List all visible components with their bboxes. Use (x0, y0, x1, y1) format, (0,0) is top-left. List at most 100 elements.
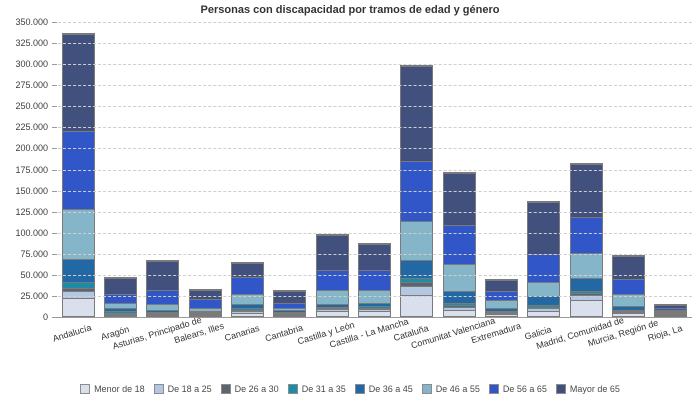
bar-segment (274, 312, 306, 313)
bar-segment (189, 289, 221, 300)
bar-segment (655, 313, 687, 314)
bar-Castilla - La Mancha (357, 243, 391, 317)
legend-swatch-icon (354, 384, 365, 394)
y-tick-mark (52, 22, 57, 23)
bar-segment (147, 314, 179, 316)
bar-segment (655, 304, 687, 308)
bar-segment (570, 294, 602, 300)
legend-item: De 36 a 45 (354, 384, 413, 394)
bar-segment (147, 311, 179, 313)
bar-segment (231, 308, 263, 310)
y-tick-mark (52, 190, 57, 192)
bar-segment (62, 298, 94, 316)
y-tick-label: 300.000 (15, 59, 48, 70)
legend-label: De 18 a 25 (167, 384, 212, 394)
y-tick-mark (52, 169, 57, 171)
bar-segment (570, 293, 602, 295)
bar-segment (655, 314, 687, 315)
bar-segment (104, 278, 136, 294)
bar-Asturias, Principado de (146, 259, 180, 317)
bar-segment (358, 244, 390, 270)
bar-segment (62, 291, 94, 299)
bar-segment (358, 309, 390, 311)
bar-segment (274, 313, 306, 314)
y-tick-label: 150.000 (15, 185, 48, 196)
legend-swatch-icon (80, 384, 91, 394)
y-tick-label: 75.000 (20, 248, 48, 259)
y-tick-mark (52, 295, 57, 297)
gridline (53, 253, 692, 255)
bar-segment (104, 313, 136, 315)
gridline (53, 43, 692, 45)
bar-segment (443, 302, 475, 306)
bar-segment (231, 304, 263, 309)
bar-slot (607, 22, 649, 317)
bar-segment (655, 309, 687, 311)
bar-segment (104, 294, 136, 303)
legend-label: De 46 a 55 (435, 384, 480, 394)
bar-segment (231, 309, 263, 311)
y-tick-mark (52, 127, 57, 129)
y-tick-label: 350.000 (15, 17, 48, 27)
bar-segment (316, 235, 348, 270)
bar-segment (528, 295, 560, 306)
legend-label: Mayor de 65 (569, 384, 620, 394)
bar-segment (147, 313, 179, 315)
bar-segment (485, 314, 517, 316)
y-tick-mark (52, 274, 57, 276)
bar-segment (570, 252, 602, 278)
bar-Aragón (103, 277, 137, 317)
gridline (53, 64, 692, 66)
bar-segment (485, 312, 517, 314)
bar-segment (485, 290, 517, 301)
legend-label: De 36 a 45 (368, 384, 413, 394)
legend: Menor de 18 De 18 a 25 De 26 a 30 De 31 a 3… (0, 384, 700, 394)
bar-segment (358, 308, 390, 310)
bar-segment (655, 315, 687, 316)
bar-segment (401, 294, 433, 316)
bar-segment (316, 306, 348, 309)
bar-segment (62, 33, 94, 132)
y-tick-label: 100.000 (15, 227, 48, 238)
legend-swatch-icon (488, 384, 499, 394)
legend-item: De 31 a 35 (287, 384, 346, 394)
bar-Rioja, La (654, 303, 688, 317)
bar-segment (485, 311, 517, 313)
legend-item: De 46 a 55 (421, 384, 480, 394)
y-tick-label: 225.000 (15, 122, 48, 133)
legend-label: De 56 a 65 (502, 384, 547, 394)
legend-item: Mayor de 65 (555, 384, 620, 394)
legend-label: Menor de 18 (94, 384, 145, 394)
bar-segment (231, 293, 263, 305)
bar-segment (62, 282, 94, 288)
bar-segment (147, 312, 179, 314)
bar-segment (528, 254, 560, 283)
bar-segment (570, 216, 602, 253)
bar-segment (612, 310, 644, 312)
bar-segment (104, 312, 136, 314)
bar-segment (147, 309, 179, 312)
bar-segment (528, 201, 560, 255)
bar-slot (565, 22, 607, 317)
legend-item: De 18 a 25 (153, 384, 212, 394)
bar-slot (269, 22, 311, 317)
gridline (53, 190, 692, 192)
bar-segment (612, 313, 644, 316)
bar-segment (612, 293, 644, 306)
bar-segment (274, 310, 306, 312)
bar-segment (316, 289, 348, 305)
bar-segment (570, 277, 602, 292)
bar-segment (189, 299, 221, 308)
y-tick-label: 200.000 (15, 143, 48, 154)
bar-segment (401, 278, 433, 283)
gridline (53, 169, 692, 171)
bar-segment (231, 277, 263, 294)
bar-segment (528, 308, 560, 311)
bar-segment (401, 260, 433, 279)
bar-segment (189, 307, 221, 311)
bar-segment (401, 65, 433, 161)
bar-segment (401, 285, 433, 295)
legend-swatch-icon (287, 384, 298, 394)
bar-segment (147, 290, 179, 304)
